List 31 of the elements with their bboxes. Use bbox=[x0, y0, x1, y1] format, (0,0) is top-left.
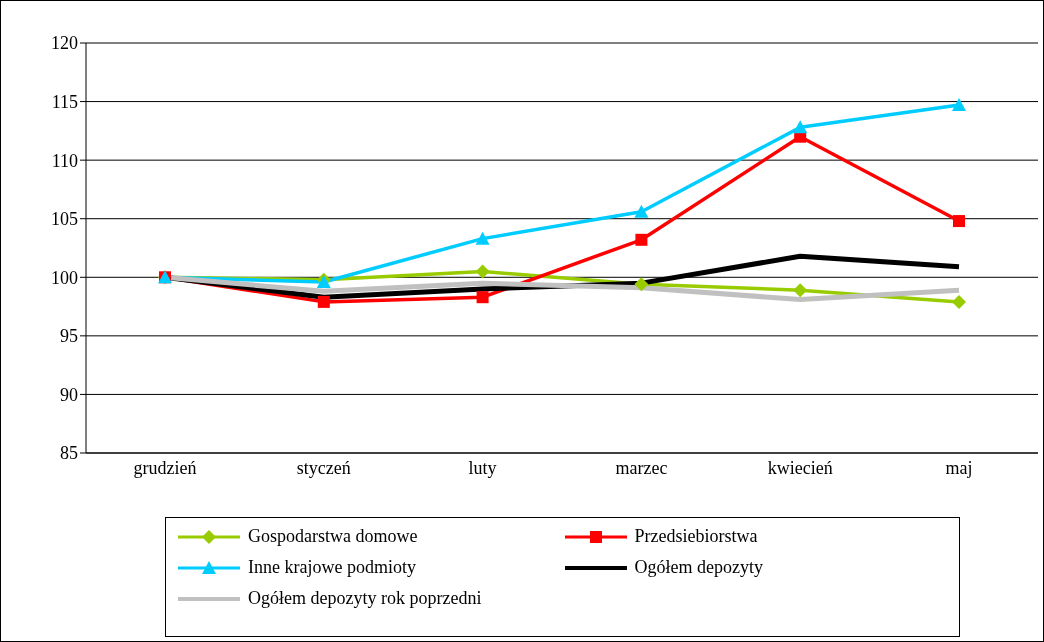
point bbox=[475, 231, 490, 245]
x-tick-label: kwiecień bbox=[767, 457, 833, 478]
y-tick-label: 110 bbox=[51, 150, 78, 171]
y-tick-label: 120 bbox=[51, 33, 78, 54]
x-tick-label: grudzień bbox=[133, 457, 197, 478]
legend-label: Przedsiebiorstwa bbox=[634, 526, 758, 547]
x-tick-label: maj bbox=[945, 457, 973, 478]
point bbox=[952, 294, 966, 309]
y-tick-label: 105 bbox=[51, 209, 78, 230]
x-tick-label: styczeń bbox=[296, 457, 351, 478]
point bbox=[634, 204, 649, 218]
point bbox=[317, 295, 330, 308]
point bbox=[953, 215, 965, 228]
y-tick-label: 90 bbox=[60, 384, 78, 405]
point bbox=[475, 264, 490, 279]
point bbox=[635, 233, 648, 246]
point bbox=[793, 120, 808, 134]
x-tick-label: luty bbox=[468, 457, 497, 478]
y-tick-label: 85 bbox=[60, 443, 78, 464]
y-tick-label: 115 bbox=[51, 91, 78, 112]
point bbox=[476, 291, 489, 304]
point bbox=[634, 277, 649, 292]
y-tick-label: 100 bbox=[51, 267, 78, 288]
point bbox=[793, 283, 808, 298]
point bbox=[952, 98, 966, 112]
legend-label: Ogółem depozyty rok poprzedni bbox=[248, 588, 482, 609]
legend-label: Ogółem depozyty bbox=[634, 557, 763, 578]
x-tick-label: marzec bbox=[615, 457, 668, 478]
legend-label: Inne krajowe podmioty bbox=[248, 557, 416, 578]
legend-label: Gospodarstwa domowe bbox=[248, 526, 418, 547]
y-tick-label: 95 bbox=[60, 326, 78, 347]
